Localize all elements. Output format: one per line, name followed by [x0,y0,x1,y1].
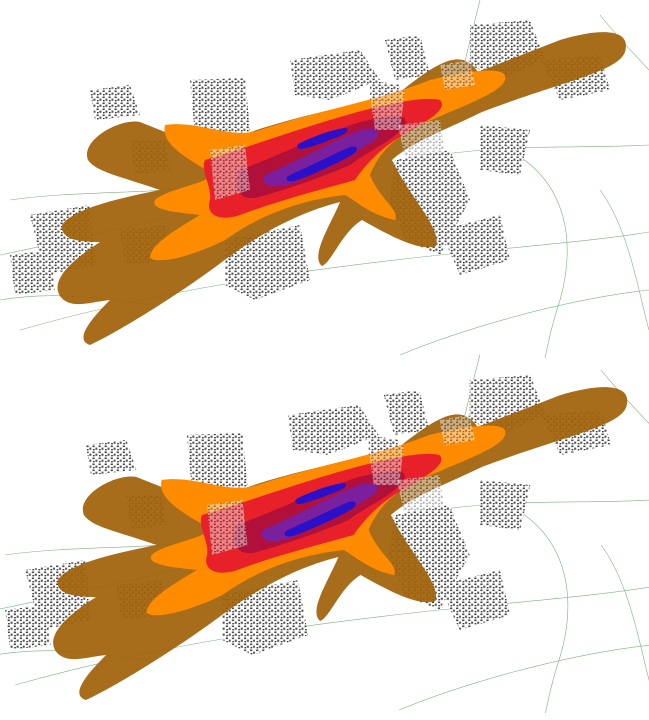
noise-contour-maps [0,0,649,720]
page [0,0,649,720]
map-panel-bottom [0,355,649,713]
map-panel-top [0,0,649,358]
